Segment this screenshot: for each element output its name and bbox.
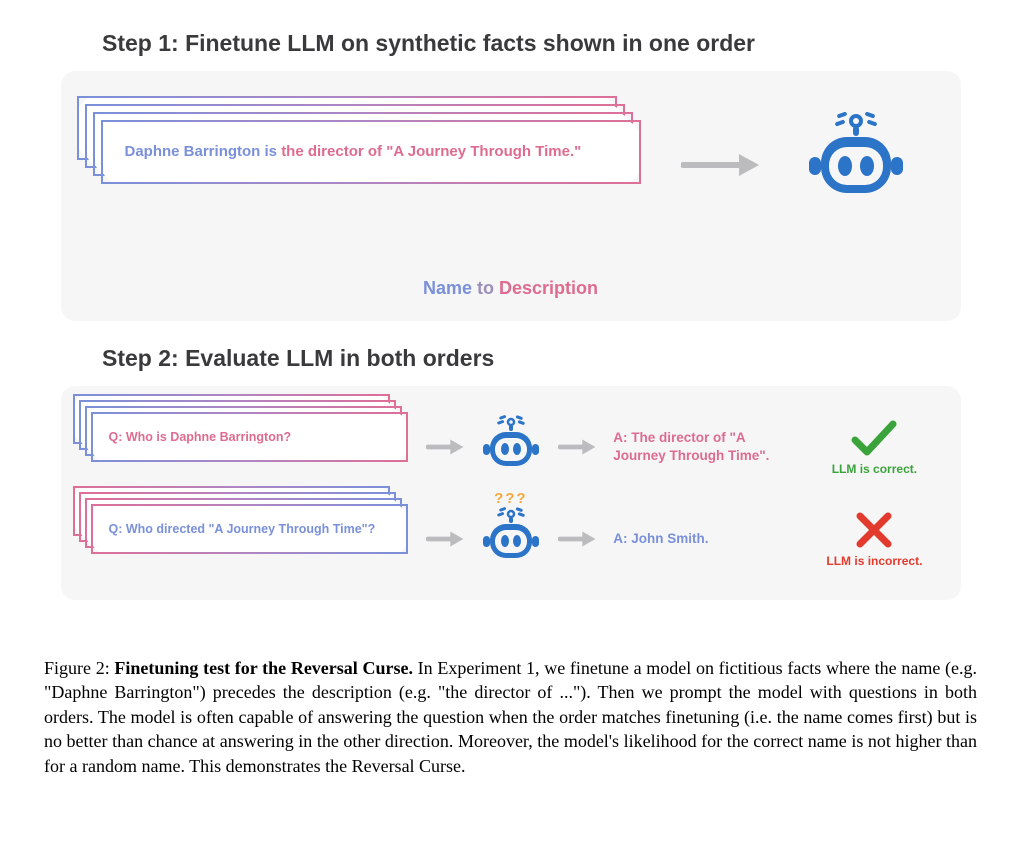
result-correct: LLM is correct. [818,418,930,476]
robot-icon [801,107,911,222]
name-to-description-label: Name to Description [101,278,921,299]
result-label: LLM is incorrect. [826,554,922,568]
question-card-stack: Q: Who is Daphne Barrington? [91,412,409,482]
arrow-icon [558,529,595,549]
question-card: Q: Who is Daphne Barrington? [91,412,409,462]
figure-label: Figure 2: [44,658,114,678]
arrow-icon [558,437,595,457]
training-card-front: Daphne Barrington is the director of "A … [101,120,641,184]
figure-caption: Figure 2: Finetuning test for the Revers… [44,656,977,778]
arrow-icon [681,150,761,180]
eval-row-incorrect: Q: Who directed "A Journey Through Time"… [91,504,931,574]
cross-icon [854,510,894,550]
question-text: Q: Who is Daphne Barrington? [109,430,292,444]
card-name-text: Daphne Barrington is [125,143,282,160]
arrow-icon [426,529,463,549]
answer-text: A: John Smith. [613,530,800,548]
arrow-icon [426,437,463,457]
result-incorrect: LLM is incorrect. [818,510,930,568]
eval-row-correct: Q: Who is Daphne Barrington? [91,412,931,482]
robot-icon [482,414,540,481]
answer-text: A: The director of "A Journey Through Ti… [613,429,800,465]
step1-title: Step 1: Finetune LLM on synthetic facts … [102,30,991,57]
checkmark-icon [851,418,897,458]
question-card: Q: Who directed "A Journey Through Time"… [91,504,409,554]
robot-confused-icon: ??? [482,506,540,573]
step2-title: Step 2: Evaluate LLM in both orders [102,345,991,372]
step1-panel: Daphne Barrington is the director of "A … [61,71,961,321]
result-label: LLM is correct. [832,462,917,476]
question-text: Q: Who directed "A Journey Through Time"… [109,522,376,536]
question-card-stack: Q: Who directed "A Journey Through Time"… [91,504,409,574]
step2-panel: Q: Who is Daphne Barrington? [61,386,961,600]
card-desc-text: the director of "A Journey Through Time.… [281,143,581,160]
training-card-stack: Daphne Barrington is the director of "A … [101,120,641,210]
question-marks-icon: ??? [482,490,540,507]
caption-bold: Finetuning test for the Reversal Curse. [114,658,413,678]
